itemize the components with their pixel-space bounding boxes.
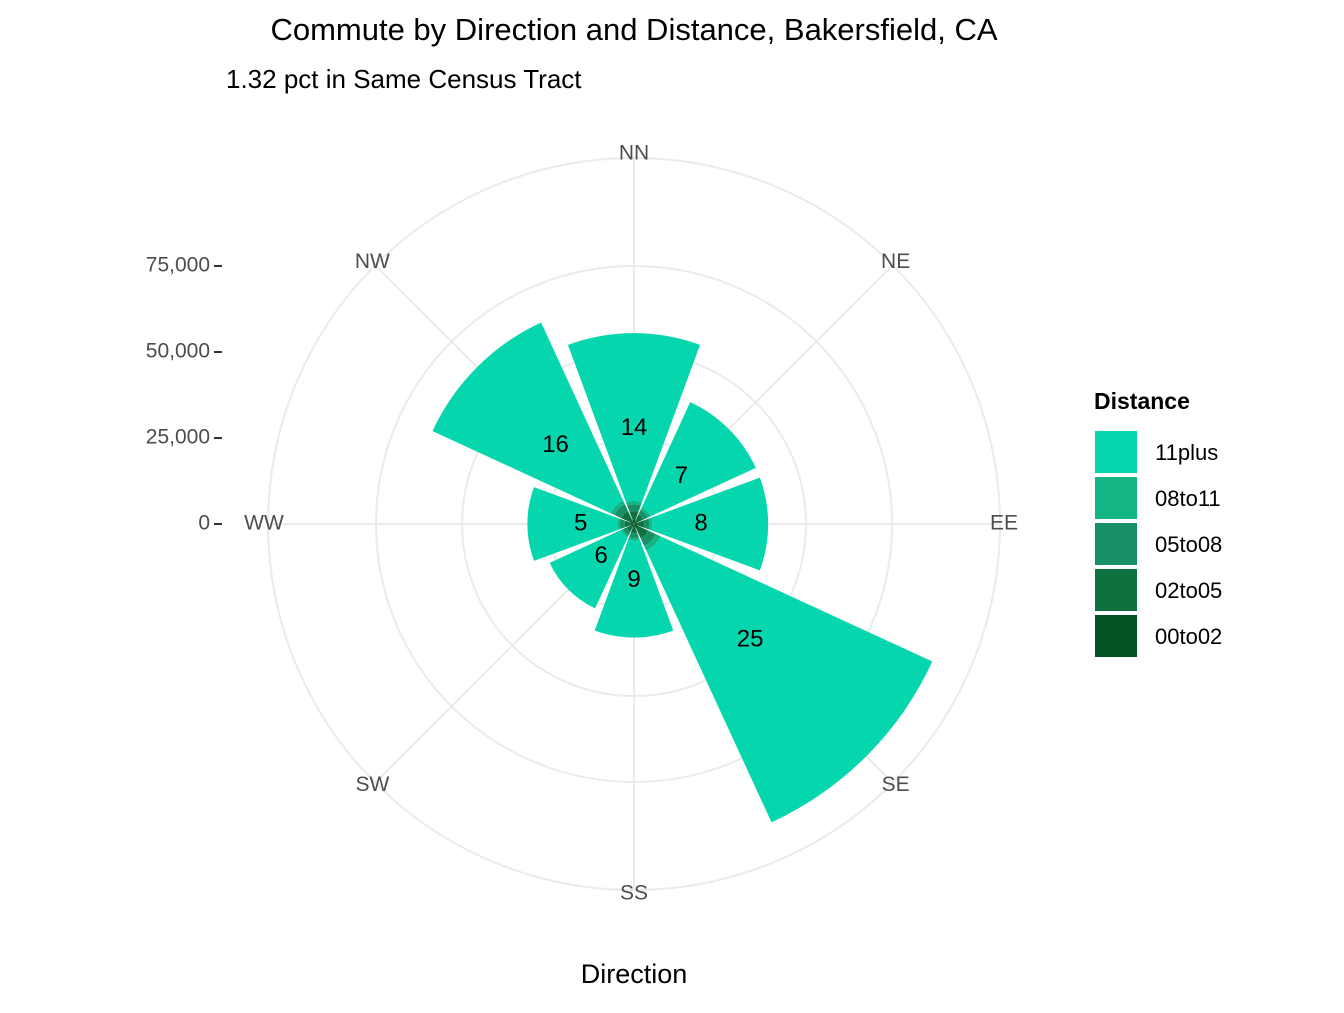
bar-segment [610,500,625,515]
bar-segment [619,519,626,529]
legend-swatch [1095,477,1137,519]
legend-label: 05to08 [1155,532,1222,557]
bar-segment [527,487,619,561]
bar-segment [646,536,933,823]
legend-label: 00to02 [1155,624,1222,649]
bar-segment [617,518,621,530]
bar-segment [614,504,629,519]
legend-label: 08to11 [1155,486,1221,511]
bar-segment [567,333,701,503]
y-tick-label: 25,000 [146,426,210,449]
bar-segment [644,534,661,551]
bar-segment [630,526,638,534]
x-tick-label: NN [619,142,649,165]
bar-segment [621,511,633,523]
bar-segment [643,518,650,530]
chart-subtitle: 1.32 pct in Same Census Tract [226,64,582,94]
bar-segment [626,525,633,532]
percent-label: 7 [675,462,688,489]
bar-segment [640,530,656,546]
percent-label: 9 [627,566,640,593]
bar-segment [638,509,649,520]
legend-label: 11plus [1155,440,1218,465]
percent-label: 6 [594,542,607,569]
percent-label: 8 [694,509,707,536]
y-tick-label: 75,000 [146,254,210,277]
legend-title: Distance [1094,388,1190,414]
percent-label: 16 [542,431,569,458]
x-tick-label: WW [244,512,284,535]
x-tick-label: NW [355,250,390,273]
percent-label: 14 [621,414,648,441]
bar-segment [549,530,628,609]
bar-segment [629,511,639,521]
bar-segment [629,519,634,524]
bar-segment [640,507,651,518]
percent-label: 5 [574,509,587,536]
x-tick-label: SS [620,882,648,905]
bar-segment [629,532,639,539]
bar-segment [627,504,641,513]
bar-segment [628,537,640,541]
bar-segment [626,500,642,506]
legend-swatch [1095,431,1137,473]
bar-segment [631,524,634,527]
bar-segment [634,520,638,524]
legend-swatch [1095,523,1137,565]
y-tick-label: 50,000 [146,340,210,363]
bar-segment [651,477,769,571]
legend-swatch [1095,569,1137,611]
x-axis-title: Direction [581,959,688,989]
bar-segment [594,539,674,638]
bar-segment [641,402,756,517]
bar-segment [636,526,649,539]
bar-segment [634,522,638,526]
bar-segment [637,520,645,528]
bar-segment [432,322,624,514]
bar-segment [620,529,629,538]
x-tick-label: EE [990,512,1018,535]
legend-label: 02to05 [1155,578,1222,603]
percent-label: 25 [737,625,764,652]
bar-segment [632,524,636,528]
legend-swatch [1095,615,1137,657]
bar-segment [622,527,631,536]
bar-segment [630,522,634,526]
bar-segment [648,517,653,531]
bar-segment [632,519,636,524]
bar-segment [634,524,639,529]
bar-segment [635,514,644,523]
y-tick-label: 0 [198,512,210,535]
x-tick-label: SW [355,773,389,796]
bar-segment [624,520,632,528]
x-tick-label: NE [881,250,910,273]
x-tick-label: SE [882,773,910,796]
chart-title: Commute by Direction and Distance, Baker… [270,12,997,47]
